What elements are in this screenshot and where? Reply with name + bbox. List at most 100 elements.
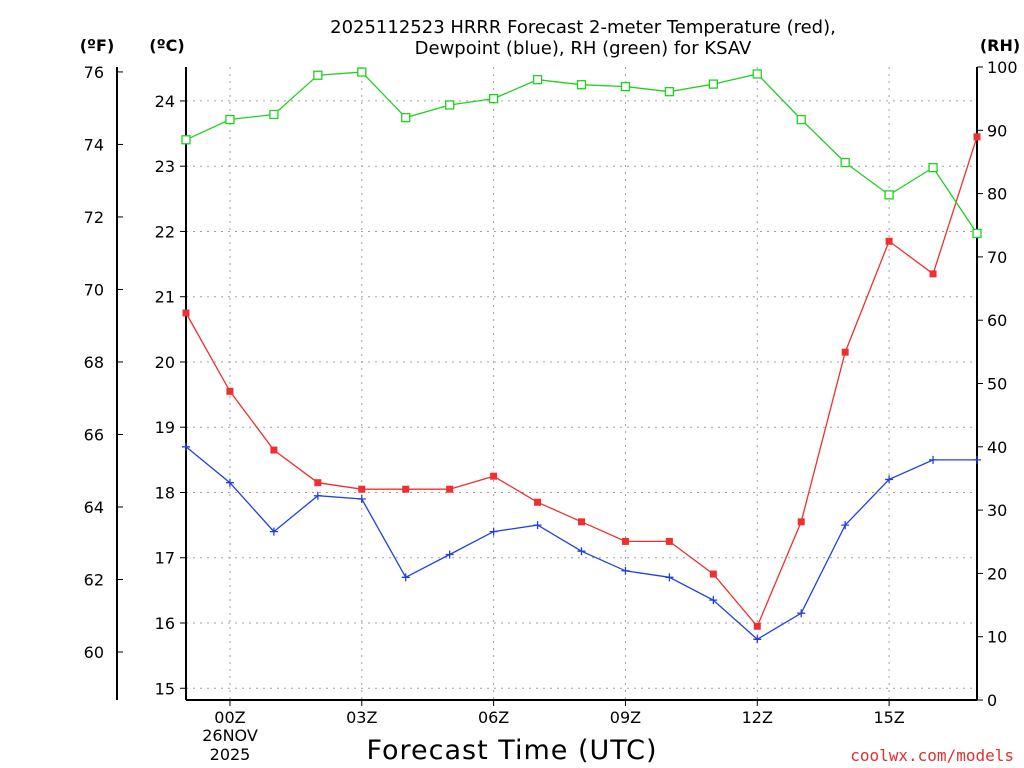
x-tick-label: 06Z	[478, 708, 509, 727]
fahrenheit-tick-label: 74	[84, 135, 104, 154]
rh-tick-label: 100	[987, 58, 1018, 77]
fahrenheit-tick-label: 66	[84, 425, 104, 444]
data-point	[797, 609, 806, 618]
data-point	[664, 87, 675, 97]
series-line	[185, 71, 978, 234]
data-point	[885, 237, 893, 245]
rh-tick-label: 70	[987, 248, 1007, 267]
data-point	[885, 475, 894, 484]
data-point	[358, 485, 366, 493]
data-point	[445, 550, 454, 559]
fahrenheit-tick-label: 62	[84, 570, 104, 589]
series-temperature	[182, 133, 981, 630]
celsius-tick-label: 21	[155, 288, 175, 307]
celsius-tick-label: 16	[155, 614, 175, 633]
data-point	[489, 527, 498, 536]
rh-tick-label: 50	[987, 375, 1007, 394]
celsius-tick-label: 15	[155, 679, 175, 698]
data-point	[226, 387, 234, 395]
data-point	[402, 485, 410, 493]
data-point	[534, 498, 542, 506]
data-point	[621, 537, 629, 545]
data-point	[841, 521, 850, 530]
rh-tick-label: 10	[987, 628, 1007, 647]
data-point	[270, 446, 278, 454]
data-point	[181, 135, 191, 145]
x-tick-label: 09Z	[610, 708, 641, 727]
data-point	[752, 69, 762, 79]
data-point	[533, 521, 542, 530]
chart-title-line1: 2025112523 HRRR Forecast 2-meter Tempera…	[330, 17, 836, 38]
rh-tick-label: 30	[987, 501, 1007, 520]
data-point	[182, 442, 190, 451]
data-point	[972, 228, 982, 239]
data-point	[708, 79, 718, 89]
date-label-day: 26NOV	[202, 726, 258, 745]
data-point	[313, 70, 323, 80]
data-point	[269, 109, 279, 120]
x-tick-label: 03Z	[346, 708, 377, 727]
data-point	[665, 573, 674, 582]
data-point	[753, 635, 762, 644]
data-point	[445, 100, 455, 110]
rh-tick-label: 60	[987, 311, 1007, 330]
fahrenheit-tick-label: 72	[84, 208, 104, 227]
x-tick-label: 15Z	[873, 708, 904, 727]
fahrenheit-tick-label: 76	[84, 63, 104, 82]
data-point	[446, 485, 454, 493]
data-point	[577, 547, 586, 556]
celsius-tick-label: 24	[155, 92, 175, 111]
fahrenheit-tick-label: 60	[84, 643, 104, 662]
data-point	[269, 527, 278, 536]
chart-title-line2: Dewpoint (blue), RH (green) for KSAV	[415, 38, 752, 59]
fahrenheit-unit-label: (ºF)	[80, 36, 115, 55]
celsius-tick-label: 17	[155, 549, 175, 568]
data-point	[313, 491, 322, 500]
celsius-unit-label: (ºC)	[149, 36, 184, 55]
data-point	[490, 472, 498, 480]
data-point	[401, 112, 411, 123]
data-point	[973, 455, 981, 464]
data-point	[225, 114, 235, 125]
celsius-tick-label: 18	[155, 483, 175, 502]
date-label-year: 2025	[210, 745, 251, 764]
data-point	[929, 455, 938, 464]
series-rh	[181, 67, 982, 239]
rh-tick-label: 80	[987, 185, 1007, 204]
celsius-tick-label: 22	[155, 222, 175, 241]
data-point	[709, 596, 718, 605]
data-series	[181, 67, 982, 644]
rh-unit-label: (RH)	[980, 36, 1020, 55]
data-point	[753, 622, 761, 630]
series-line	[185, 446, 977, 641]
data-point	[884, 190, 894, 200]
data-point	[621, 566, 630, 575]
data-point	[929, 270, 937, 278]
data-point	[314, 479, 322, 487]
data-point	[665, 537, 673, 545]
series-dewpoint	[182, 442, 981, 644]
data-point	[532, 75, 543, 85]
data-point	[182, 309, 190, 317]
data-point	[401, 573, 410, 582]
grid-lines	[186, 67, 977, 700]
axes: 00Z 03Z 06Z 09Z 12Z 15Z 15 16 17 18 19 20 21 22 23 24 60…	[84, 58, 1018, 727]
rh-tick-label: 90	[987, 121, 1007, 140]
rh-tick-label: 20	[987, 564, 1007, 583]
data-point	[225, 478, 234, 487]
data-point	[357, 67, 367, 77]
data-point	[488, 94, 499, 104]
fahrenheit-tick-label: 70	[84, 280, 104, 299]
data-point	[973, 133, 981, 141]
data-point	[840, 157, 850, 168]
rh-tick-label: 40	[987, 438, 1007, 457]
data-point	[620, 81, 631, 92]
x-tick-label: 12Z	[742, 708, 773, 727]
data-point	[576, 80, 587, 90]
x-axis-title: Forecast Time (UTC)	[366, 735, 657, 766]
data-point	[709, 570, 717, 578]
data-point	[357, 495, 366, 504]
data-point	[841, 348, 849, 356]
x-tick-label: 00Z	[214, 708, 245, 727]
